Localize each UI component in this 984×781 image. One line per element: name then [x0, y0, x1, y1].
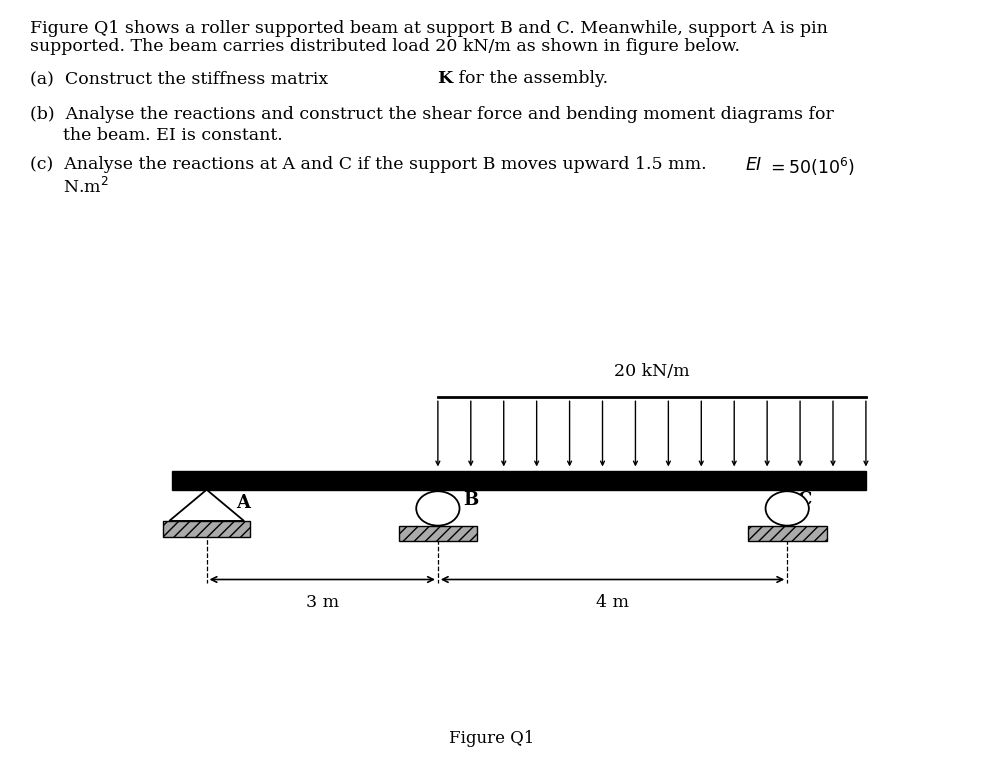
Text: for the assembly.: for the assembly.: [453, 70, 608, 87]
Text: (b)  Analyse the reactions and construct the shear force and bending moment diag: (b) Analyse the reactions and construct …: [30, 106, 833, 123]
Text: N.m$^2$: N.m$^2$: [30, 177, 108, 197]
Text: C: C: [797, 491, 812, 509]
Text: K: K: [437, 70, 452, 87]
Bar: [748, 526, 827, 541]
Circle shape: [766, 491, 809, 526]
Text: $= 50(10^6)$: $= 50(10^6)$: [767, 156, 854, 178]
Text: 20 kN/m: 20 kN/m: [614, 362, 690, 380]
Text: $EI$: $EI$: [745, 156, 763, 174]
FancyBboxPatch shape: [172, 471, 866, 490]
Text: Figure Q1 shows a roller supported beam at support B and C. Meanwhile, support A: Figure Q1 shows a roller supported beam …: [30, 20, 828, 37]
Bar: [163, 521, 250, 537]
Text: (c)  Analyse the reactions at A and C if the support B moves upward 1.5 mm.: (c) Analyse the reactions at A and C if …: [30, 156, 711, 173]
Text: 3 m: 3 m: [306, 594, 338, 611]
Text: B: B: [463, 491, 478, 509]
Circle shape: [416, 491, 460, 526]
Text: Figure Q1: Figure Q1: [450, 729, 534, 747]
Text: supported. The beam carries distributed load 20 kN/m as shown in figure below.: supported. The beam carries distributed …: [30, 38, 740, 55]
Text: A: A: [236, 494, 250, 512]
Text: the beam. EI is constant.: the beam. EI is constant.: [30, 127, 282, 144]
Polygon shape: [169, 490, 244, 521]
Text: 4 m: 4 m: [596, 594, 629, 611]
Bar: [399, 526, 477, 541]
Text: (a)  Construct the stiffness matrix: (a) Construct the stiffness matrix: [30, 70, 334, 87]
